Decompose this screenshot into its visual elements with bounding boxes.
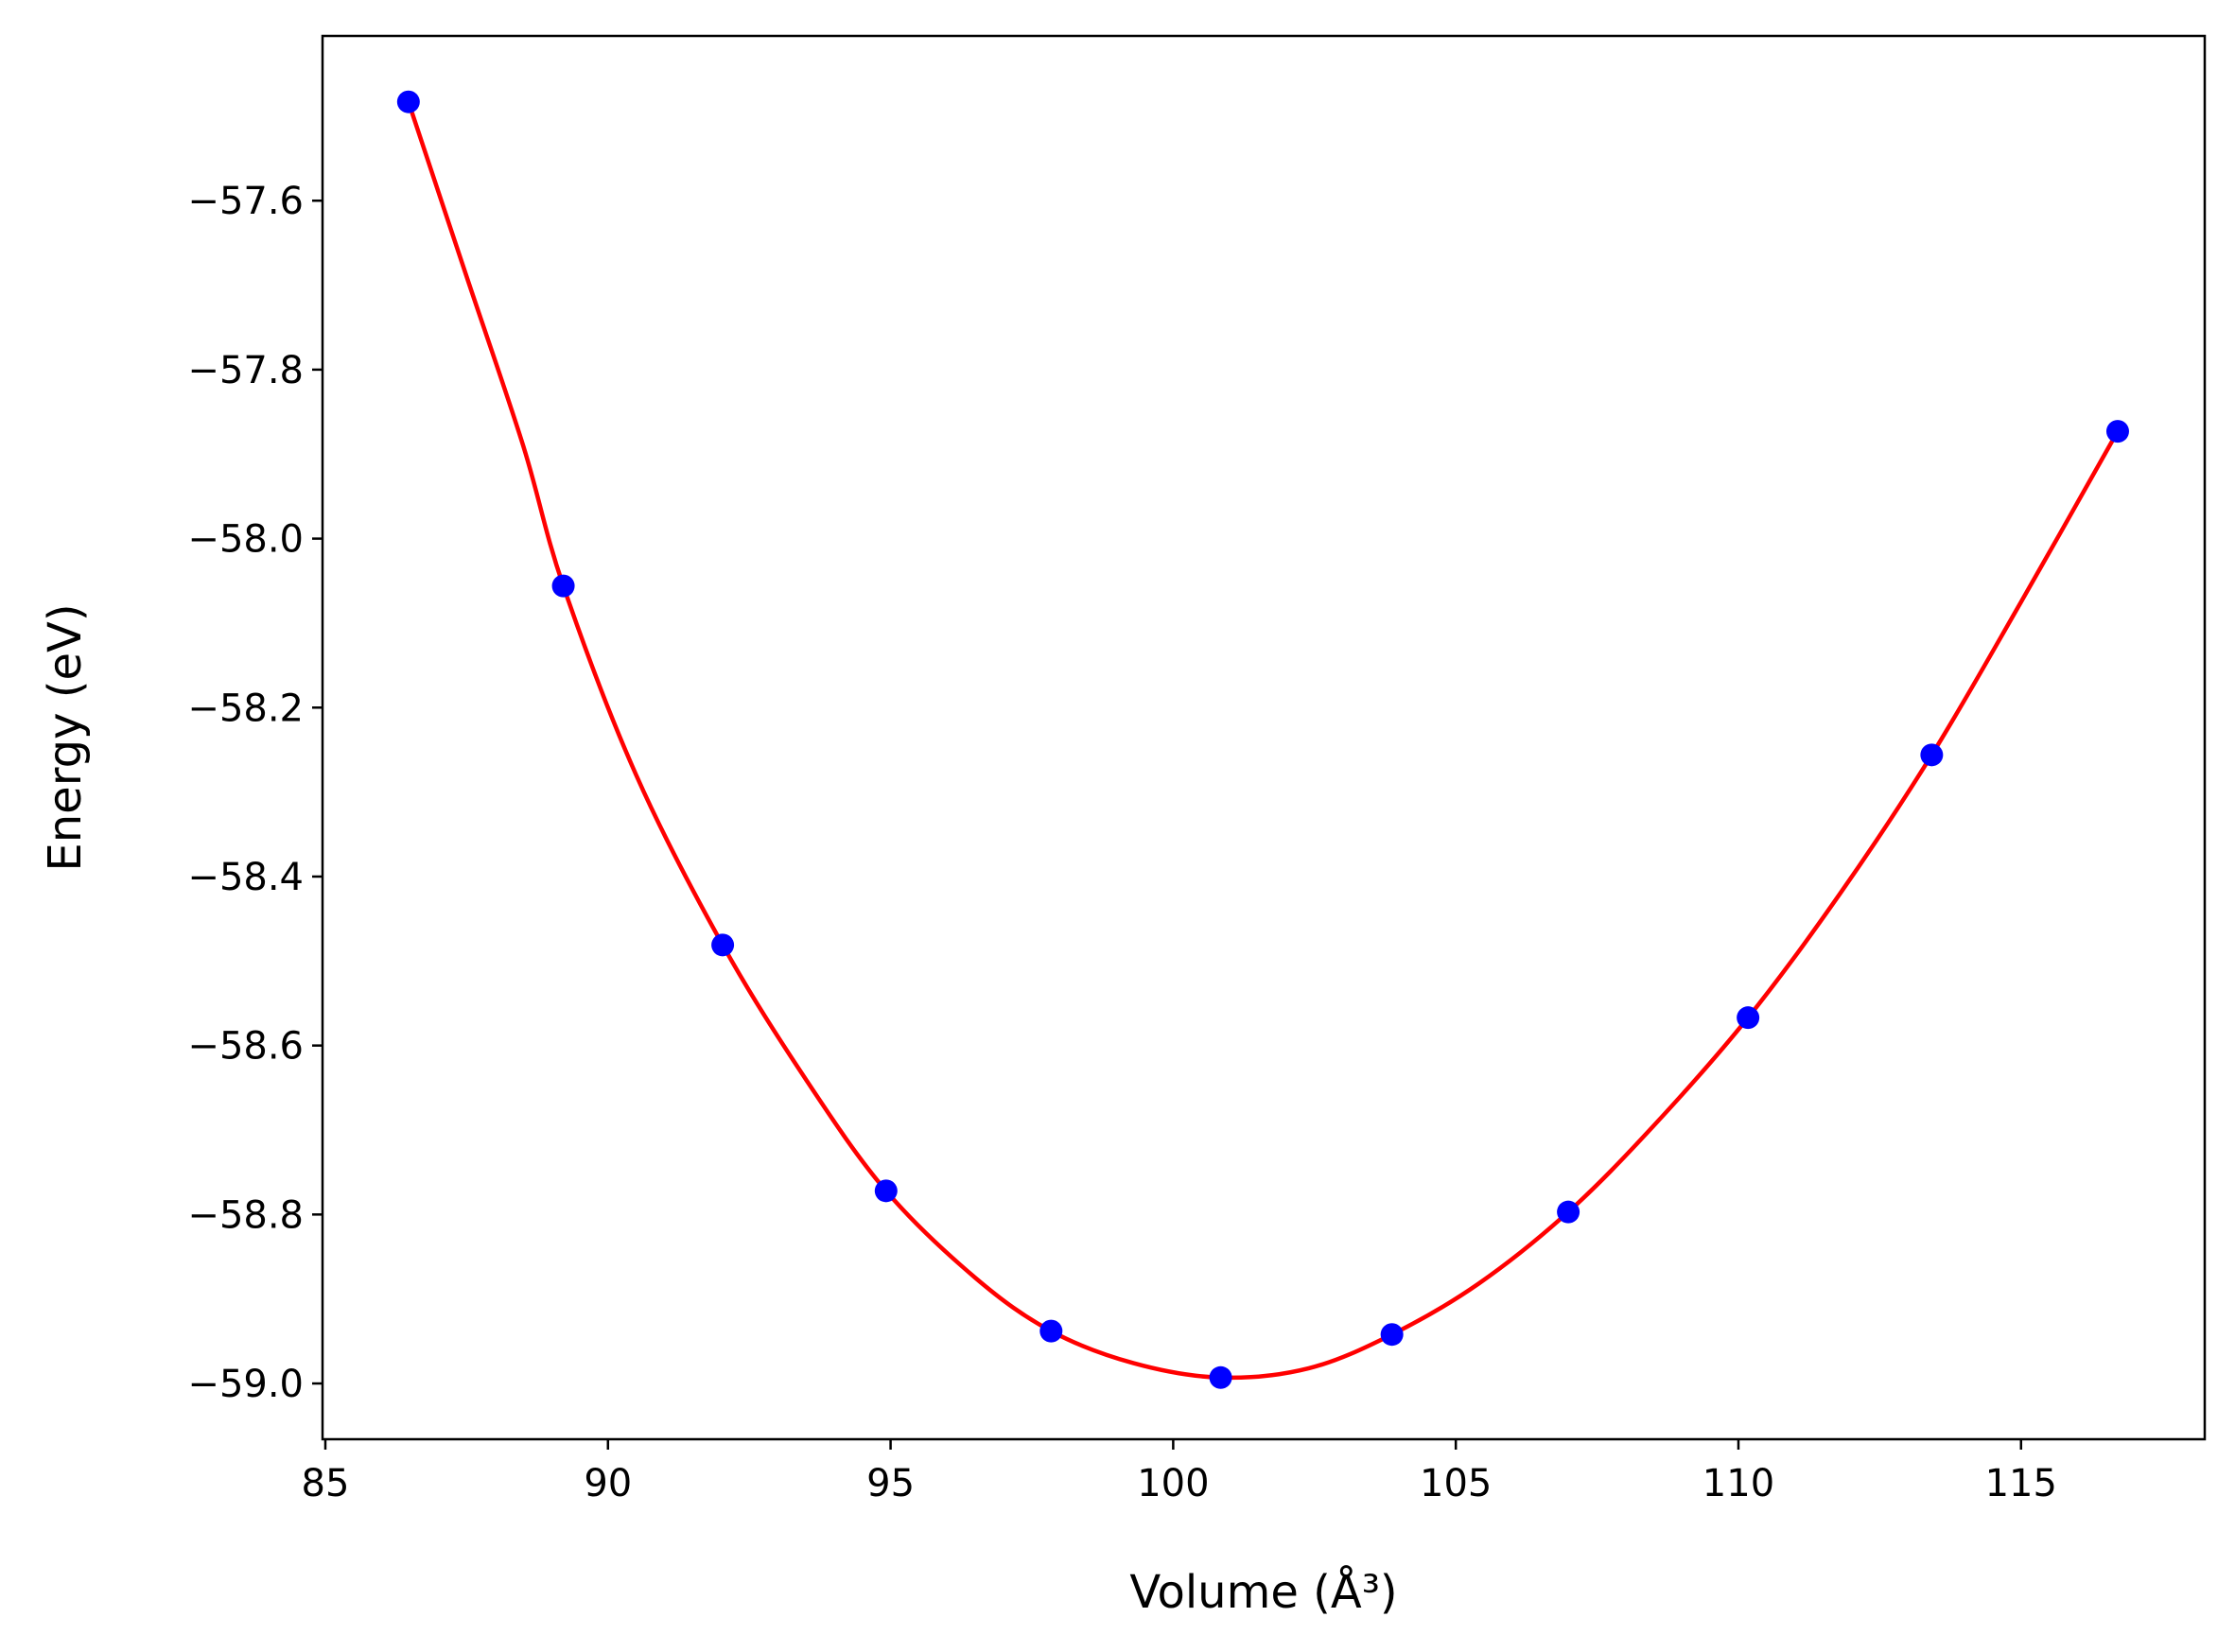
- x-axis-ticks: 85 90 95 100 105 110 115: [302, 1439, 2057, 1505]
- data-point: [551, 574, 575, 598]
- data-point: [396, 90, 420, 113]
- x-tick-label: 85: [302, 1462, 350, 1505]
- data-point: [711, 933, 735, 957]
- x-tick-label: 100: [1137, 1462, 1209, 1505]
- data-point: [1039, 1319, 1063, 1343]
- x-tick-label: 95: [866, 1462, 915, 1505]
- data-point: [2105, 420, 2129, 443]
- x-tick-label: 110: [1702, 1462, 1774, 1505]
- y-axis-ticks: −59.0 −58.8 −58.6 −58.4 −58.2 −58.0 −57.8 −57.6: [187, 180, 323, 1406]
- fit-curve-line: [406, 100, 2120, 1381]
- x-tick-label: 105: [1420, 1462, 1492, 1505]
- data-point: [874, 1179, 898, 1203]
- x-tick-label: 90: [584, 1462, 632, 1505]
- x-tick-label: 115: [1985, 1462, 2057, 1505]
- y-tick-label: −57.8: [187, 349, 304, 392]
- y-tick-label: −57.6: [187, 180, 304, 223]
- y-tick-label: −59.0: [187, 1363, 304, 1406]
- data-point: [1209, 1365, 1232, 1389]
- y-tick-label: −58.2: [187, 687, 304, 730]
- data-point: [1380, 1323, 1404, 1347]
- plot-frame: [321, 34, 2207, 1441]
- y-tick-label: −58.4: [187, 856, 304, 899]
- y-tick-label: −58.8: [187, 1193, 304, 1237]
- plot-content: [396, 90, 2129, 1389]
- y-tick-label: −58.6: [187, 1025, 304, 1069]
- y-tick-label: −58.0: [187, 518, 304, 562]
- data-point: [1737, 1006, 1760, 1030]
- y-axis-title: Energy (eV): [39, 603, 92, 871]
- data-point: [1557, 1200, 1580, 1224]
- data-point: [1920, 743, 1944, 767]
- x-axis-title: Volume (Å³): [1129, 1565, 1397, 1619]
